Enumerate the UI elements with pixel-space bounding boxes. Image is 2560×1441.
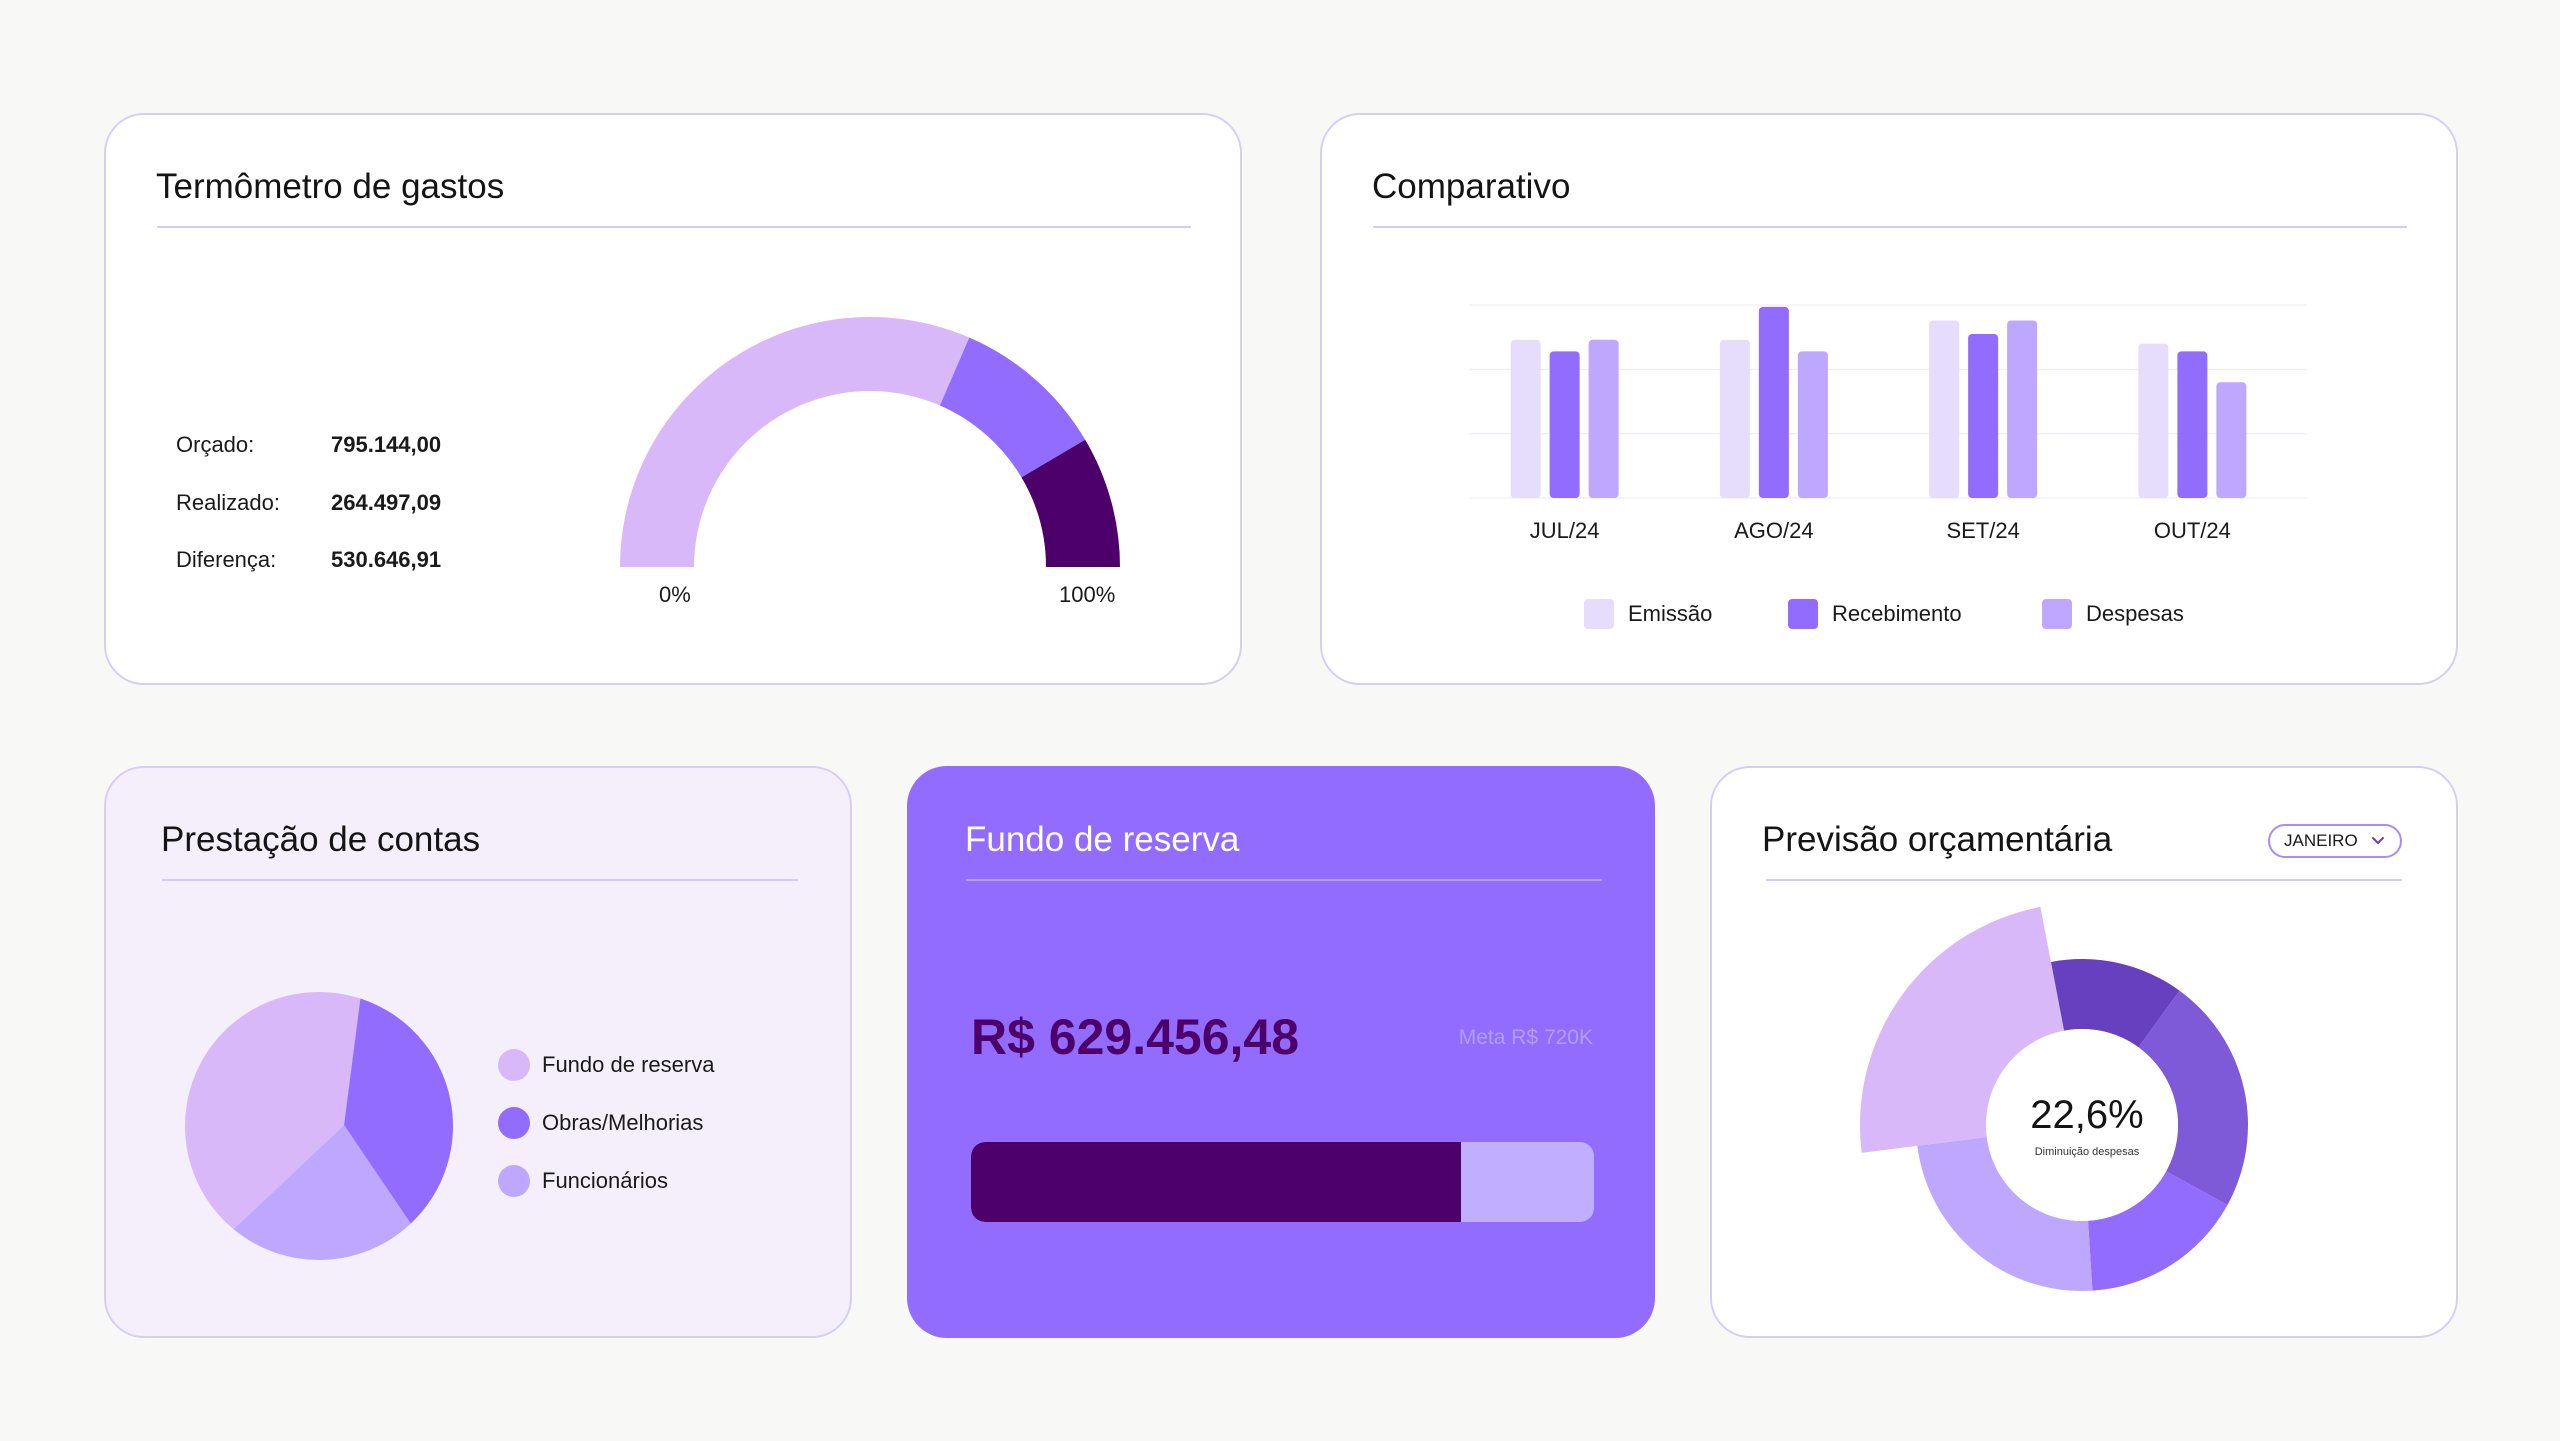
accountability-card: Prestação de contas Fundo de reserva Obr… <box>104 766 852 1338</box>
fund-amount: R$ 629.456,48 <box>971 1009 1300 1065</box>
legend-label: Despesas <box>2086 601 2184 626</box>
gauge-min-label: 0% <box>659 582 691 607</box>
legend-swatch <box>1584 599 1614 629</box>
donut-center-caption: Diminuição despesas <box>2034 1146 2140 1158</box>
fund-goal: Meta R$ 720K <box>1458 1026 1593 1049</box>
bar-despesas <box>1797 351 1828 498</box>
legend-label: Funcionários <box>542 1168 668 1193</box>
donut-chart <box>1860 906 2248 1291</box>
fund-progress-bar <box>971 1142 1594 1222</box>
donut-hole <box>1986 1029 2178 1221</box>
title-divider <box>1373 226 2407 228</box>
gauge-segment <box>939 337 1086 478</box>
reserve-fund-card: Fundo de reserva R$ 629.456,48 Meta R$ 7… <box>907 766 1655 1338</box>
title-divider <box>157 226 1191 228</box>
donut-segment <box>1860 906 2065 1153</box>
legend-item-reserve-fund: Fundo de reserva <box>498 1049 714 1081</box>
bar-chart: JUL/24 AGO/24 SET/24 OUT/24 <box>1470 304 2307 543</box>
gauge-max-label: 100% <box>1059 582 1115 607</box>
donut-segment <box>2050 959 2180 1048</box>
title-divider <box>966 879 1602 881</box>
card-title: Previsão orçamentária <box>1762 820 2113 859</box>
stat-label: Diferença: <box>176 547 277 572</box>
donut-segment <box>2138 990 2248 1205</box>
x-tick-label: AGO/24 <box>1734 518 1813 543</box>
legend-item-emissao: Emissão <box>1584 599 1712 629</box>
legend-dot <box>498 1107 530 1139</box>
pie-chart <box>185 992 453 1260</box>
bar-recebimento <box>1968 333 1999 498</box>
fund-progress-fill <box>971 1142 1461 1222</box>
legend-dot <box>498 1049 530 1081</box>
title-divider <box>1766 879 2402 881</box>
gauge-chart: 0% 100% <box>620 316 1120 607</box>
x-tick-label: JUL/24 <box>1530 518 1600 543</box>
bar-despesas <box>2216 382 2247 498</box>
stat-label: Realizado: <box>176 490 280 515</box>
pie-slice <box>344 998 453 1224</box>
legend-label: Recebimento <box>1832 601 1962 626</box>
donut-segment <box>2088 1171 2228 1291</box>
bar-emissão <box>1929 320 1960 498</box>
pie-slice <box>185 992 361 1230</box>
donut-segment <box>1917 1137 2093 1291</box>
budget-forecast-card: Previsão orçamentária JANEIRO 22,6% Dimi… <box>1710 766 2458 1338</box>
legend-label: Fundo de reserva <box>542 1052 715 1077</box>
x-tick-label: SET/24 <box>1946 518 2019 543</box>
gauge-segment <box>620 316 970 567</box>
bar-despesas <box>1588 339 1619 498</box>
stat-value: 795.144,00 <box>331 432 442 457</box>
stat-value: 530.646,91 <box>331 547 442 572</box>
comparison-card: Comparativo JUL/24 AGO/24 SET/24 OUT/24 Emi… <box>1320 113 2458 685</box>
spending-thermometer-card: Termômetro de gastos Orçado: 795.144,00 … <box>104 113 1242 685</box>
chevron-down-icon <box>2372 837 2384 844</box>
pie-slice <box>233 1125 411 1260</box>
gauge-segment <box>1021 439 1120 567</box>
month-select-value: JANEIRO <box>2284 831 2358 850</box>
stat-value: 264.497,09 <box>331 490 442 515</box>
month-select[interactable]: JANEIRO <box>2268 824 2402 858</box>
legend-item-works: Obras/Melhorias <box>498 1107 703 1139</box>
bar-recebimento <box>1549 351 1580 498</box>
legend-label: Emissão <box>1628 601 1713 626</box>
donut-center-value: 22,6% <box>2030 1093 2144 1137</box>
card-title: Comparativo <box>1372 167 1571 206</box>
card-title: Prestação de contas <box>161 820 481 859</box>
bar-emissão <box>1510 339 1541 498</box>
bar-despesas <box>2007 320 2038 498</box>
card-title: Termômetro de gastos <box>156 167 505 206</box>
bar-emissão <box>2138 343 2169 498</box>
card-title: Fundo de reserva <box>965 820 1240 859</box>
title-divider <box>162 879 798 881</box>
legend-dot <box>498 1165 530 1197</box>
legend-item-despesas: Despesas <box>2042 599 2184 629</box>
legend-item-employees: Funcionários <box>498 1165 668 1197</box>
bar-emissão <box>1719 339 1750 498</box>
legend-swatch <box>1788 599 1818 629</box>
legend-swatch <box>2042 599 2072 629</box>
legend-label: Obras/Melhorias <box>542 1110 704 1135</box>
legend-item-recebimento: Recebimento <box>1788 599 1962 629</box>
bar-recebimento <box>1758 306 1789 498</box>
x-tick-label: OUT/24 <box>2154 518 2231 543</box>
bar-recebimento <box>2177 351 2208 498</box>
stat-label: Orçado: <box>176 432 255 457</box>
